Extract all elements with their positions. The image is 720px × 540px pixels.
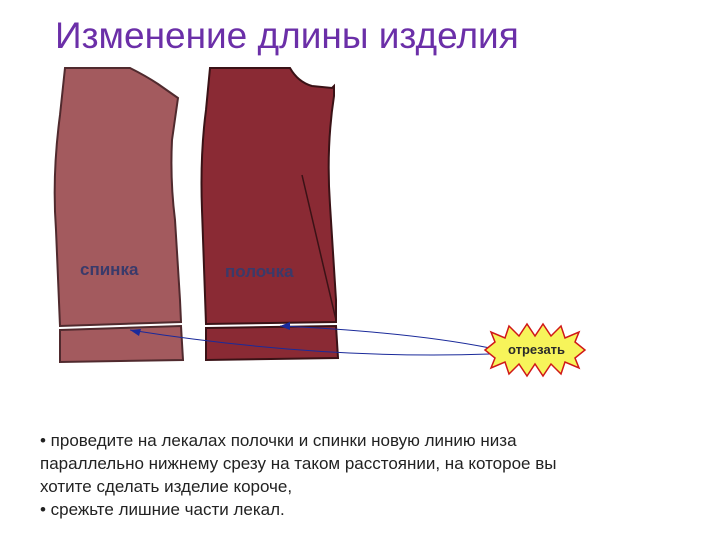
callout-label: отрезать [508, 342, 565, 357]
front-pattern [202, 68, 339, 360]
page-title: Изменение длины изделия [55, 15, 519, 57]
text-line-4: • срежьте лишние части лекал. [40, 500, 285, 519]
text-line-3: хотите сделать изделие короче, [40, 477, 292, 496]
text-line-2: параллельно нижнему срезу на таком расст… [40, 454, 556, 473]
back-pattern [55, 68, 183, 362]
text-line-1: • проведите на лекалах полочки и спинки … [40, 431, 517, 450]
instructions-text: • проведите на лекалах полочки и спинки … [40, 430, 680, 522]
back-label: спинка [80, 260, 138, 280]
front-label: полочка [225, 262, 294, 282]
